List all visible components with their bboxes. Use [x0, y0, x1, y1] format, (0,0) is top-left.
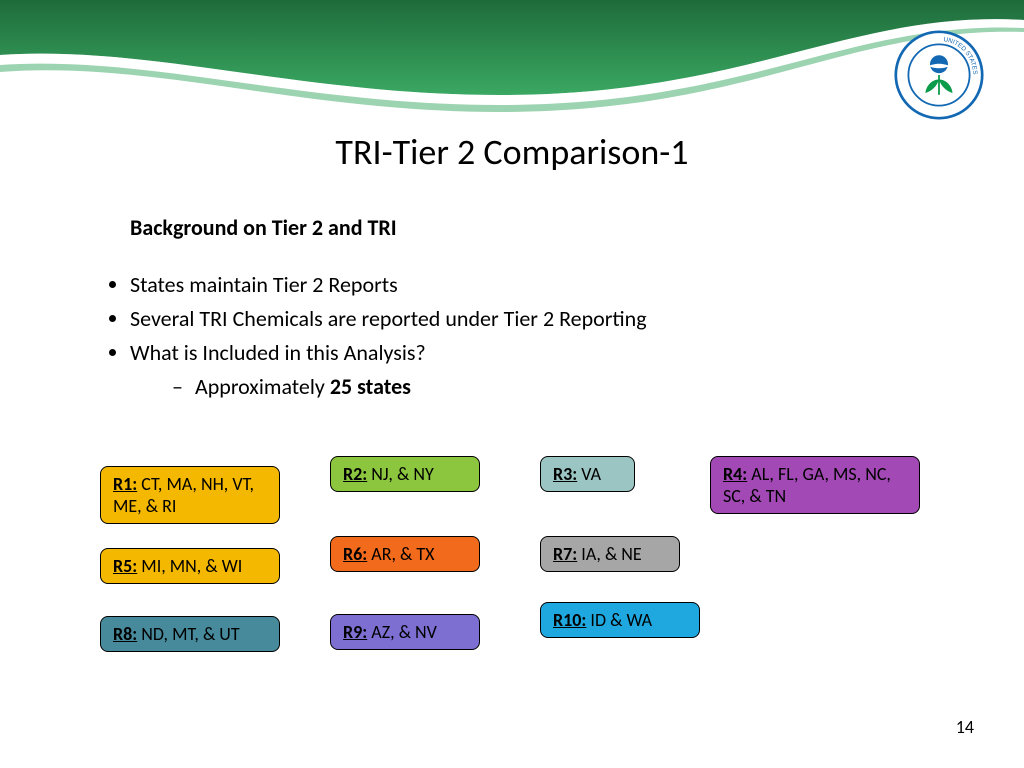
region-label: R5: [113, 555, 137, 577]
region-r2: R2: NJ, & NY [330, 456, 480, 492]
bullet-item: What is Included in this Analysis? [130, 336, 647, 370]
region-r10: R10: ID & WA [540, 602, 700, 638]
region-r3: R3: VA [540, 456, 635, 492]
region-r4: R4: AL, FL, GA, MS, NC, SC, & TN [710, 456, 920, 514]
region-label: R2: [343, 463, 367, 485]
region-label: R10: [553, 609, 586, 631]
region-label: R6: [343, 543, 367, 565]
region-label: R7: [553, 543, 577, 565]
slide-subtitle: Background on Tier 2 and TRI [130, 214, 397, 241]
region-label: R9: [343, 621, 367, 643]
region-label: R3: [553, 463, 577, 485]
region-r1: R1: CT, MA, NH, VT, ME, & RI [100, 466, 280, 524]
epa-logo: UNITED STATES [894, 30, 984, 120]
region-states: VA [577, 463, 601, 485]
region-states: MI, MN, & WI [137, 555, 242, 577]
header-wave [0, 0, 1024, 120]
region-label: R4: [723, 463, 747, 485]
bullet-item: States maintain Tier 2 Reports [130, 268, 647, 302]
region-states: AL, FL, GA, MS, NC, SC, & TN [723, 463, 891, 507]
region-label: R8: [113, 623, 137, 645]
region-states: NJ, & NY [367, 463, 434, 485]
region-states: AR, & TX [367, 543, 434, 565]
region-r8: R8: ND, MT, & UT [100, 616, 280, 652]
bullet-sub-item: Approximately 25 states [130, 370, 647, 404]
region-label: R1: [113, 473, 137, 495]
region-states: ND, MT, & UT [137, 623, 239, 645]
page-number: 14 [956, 716, 974, 738]
region-r6: R6: AR, & TX [330, 536, 480, 572]
bullet-list: States maintain Tier 2 ReportsSeveral TR… [100, 268, 647, 404]
region-r7: R7: IA, & NE [540, 536, 680, 572]
region-states: ID & WA [586, 609, 652, 631]
bullet-item: Several TRI Chemicals are reported under… [130, 302, 647, 336]
region-r9: R9: AZ, & NV [330, 614, 480, 650]
region-r5: R5: MI, MN, & WI [100, 548, 280, 584]
region-states: IA, & NE [577, 543, 641, 565]
slide-title: TRI-Tier 2 Comparison-1 [0, 130, 1024, 174]
region-states: AZ, & NV [367, 621, 437, 643]
